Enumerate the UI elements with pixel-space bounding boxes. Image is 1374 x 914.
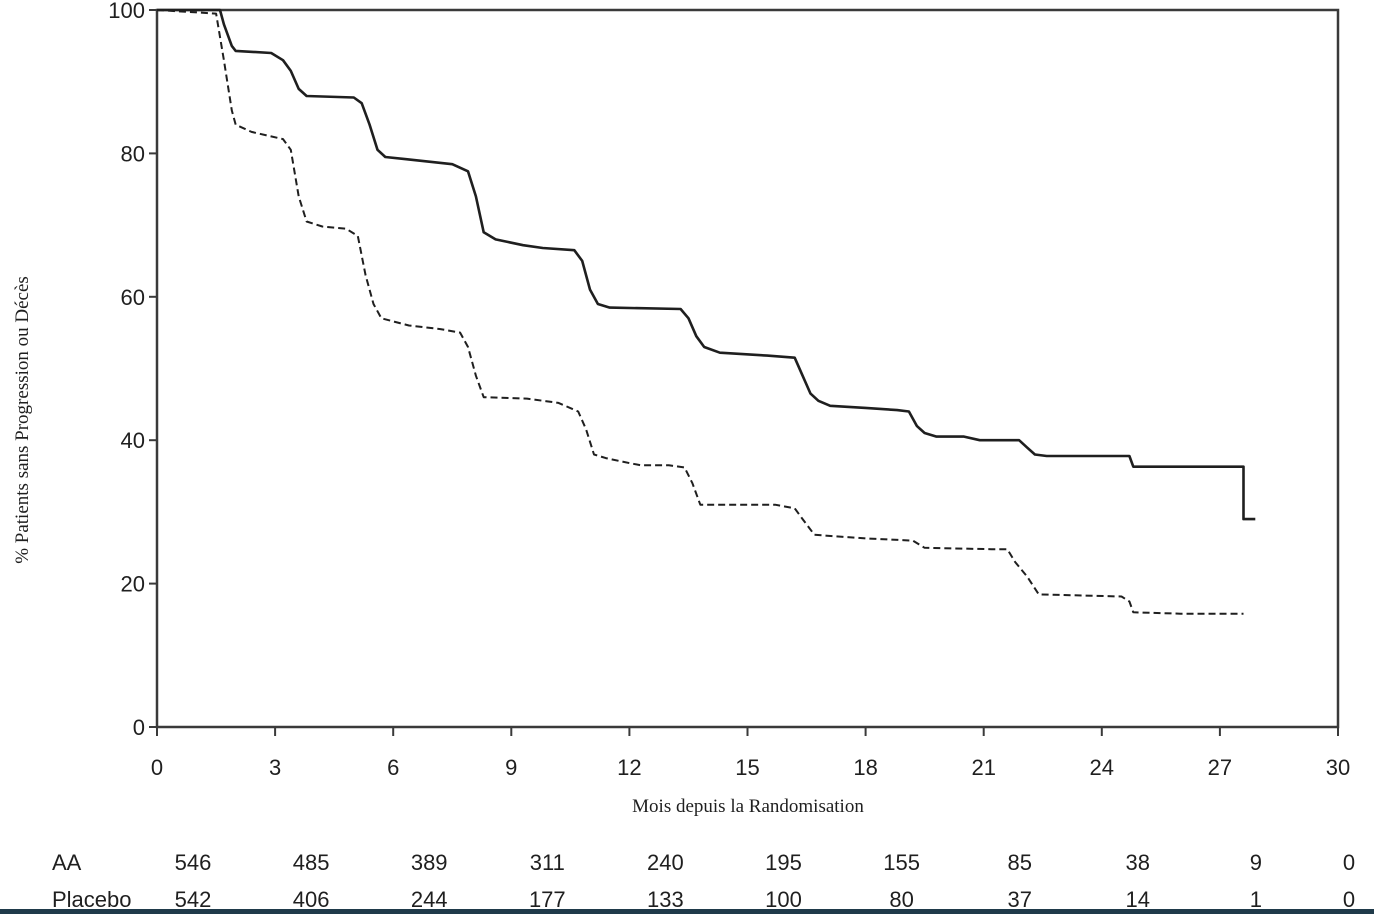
bottom-strip [0,909,1374,914]
risk-row-value: 1 [1250,887,1262,912]
y-tick-label: 60 [121,285,145,310]
risk-row-value: 546 [175,850,212,875]
risk-row-value: 133 [647,887,684,912]
x-tick-label: 3 [269,755,281,780]
risk-row-label: Placebo [52,887,132,912]
x-tick-label: 21 [971,755,995,780]
y-tick-label: 40 [121,428,145,453]
x-axis: 0 3 6 9 12 15 18 21 24 27 30 [151,727,1350,780]
series-line-dashed [156,9,1244,615]
x-tick-label: 27 [1208,755,1232,780]
risk-row-value: 406 [293,887,330,912]
risk-row-value: 240 [647,850,684,875]
y-tick-label: 0 [133,715,145,740]
x-tick-label: 30 [1326,755,1350,780]
x-tick-label: 0 [151,755,163,780]
x-tick-label: 18 [853,755,877,780]
risk-row-label: AA [52,850,82,875]
x-tick-label: 12 [617,755,641,780]
risk-row-value: 0 [1343,887,1355,912]
x-tick-label: 9 [505,755,517,780]
risk-row-value: 80 [889,887,913,912]
y-axis-title: % Patients sans Progression ou Décès [12,276,33,564]
risk-row-value: 0 [1343,850,1355,875]
risk-row-value: 14 [1126,887,1150,912]
y-axis: 0 20 40 60 80 100 [108,0,157,740]
risk-row-value: 37 [1007,887,1031,912]
risk-row-value: 85 [1007,850,1031,875]
x-axis-title: Mois depuis la Randomisation [632,796,864,817]
risk-row-value: 244 [411,887,448,912]
x-tick-label: 15 [735,755,759,780]
risk-row-value: 311 [530,850,565,875]
risk-row-value: 9 [1250,850,1262,875]
risk-row-value: 38 [1126,850,1150,875]
risk-row-value: 542 [175,887,212,912]
risk-row-value: 485 [293,850,330,875]
plot-frame [155,8,1340,729]
x-tick-label: 24 [1090,755,1114,780]
risk-row-value: 389 [411,850,448,875]
survival-curves [156,8,1256,615]
risk-row-value: 195 [765,850,802,875]
risk-row-value: 177 [529,887,566,912]
series-line-solid [157,8,1256,521]
x-tick-label: 6 [387,755,399,780]
plot-area-border [155,8,1340,729]
risk-row-value: 100 [765,887,802,912]
y-tick-label: 100 [108,0,145,23]
y-tick-label: 20 [121,572,145,597]
risk-row-value: 155 [883,850,920,875]
y-tick-label: 80 [121,141,145,166]
